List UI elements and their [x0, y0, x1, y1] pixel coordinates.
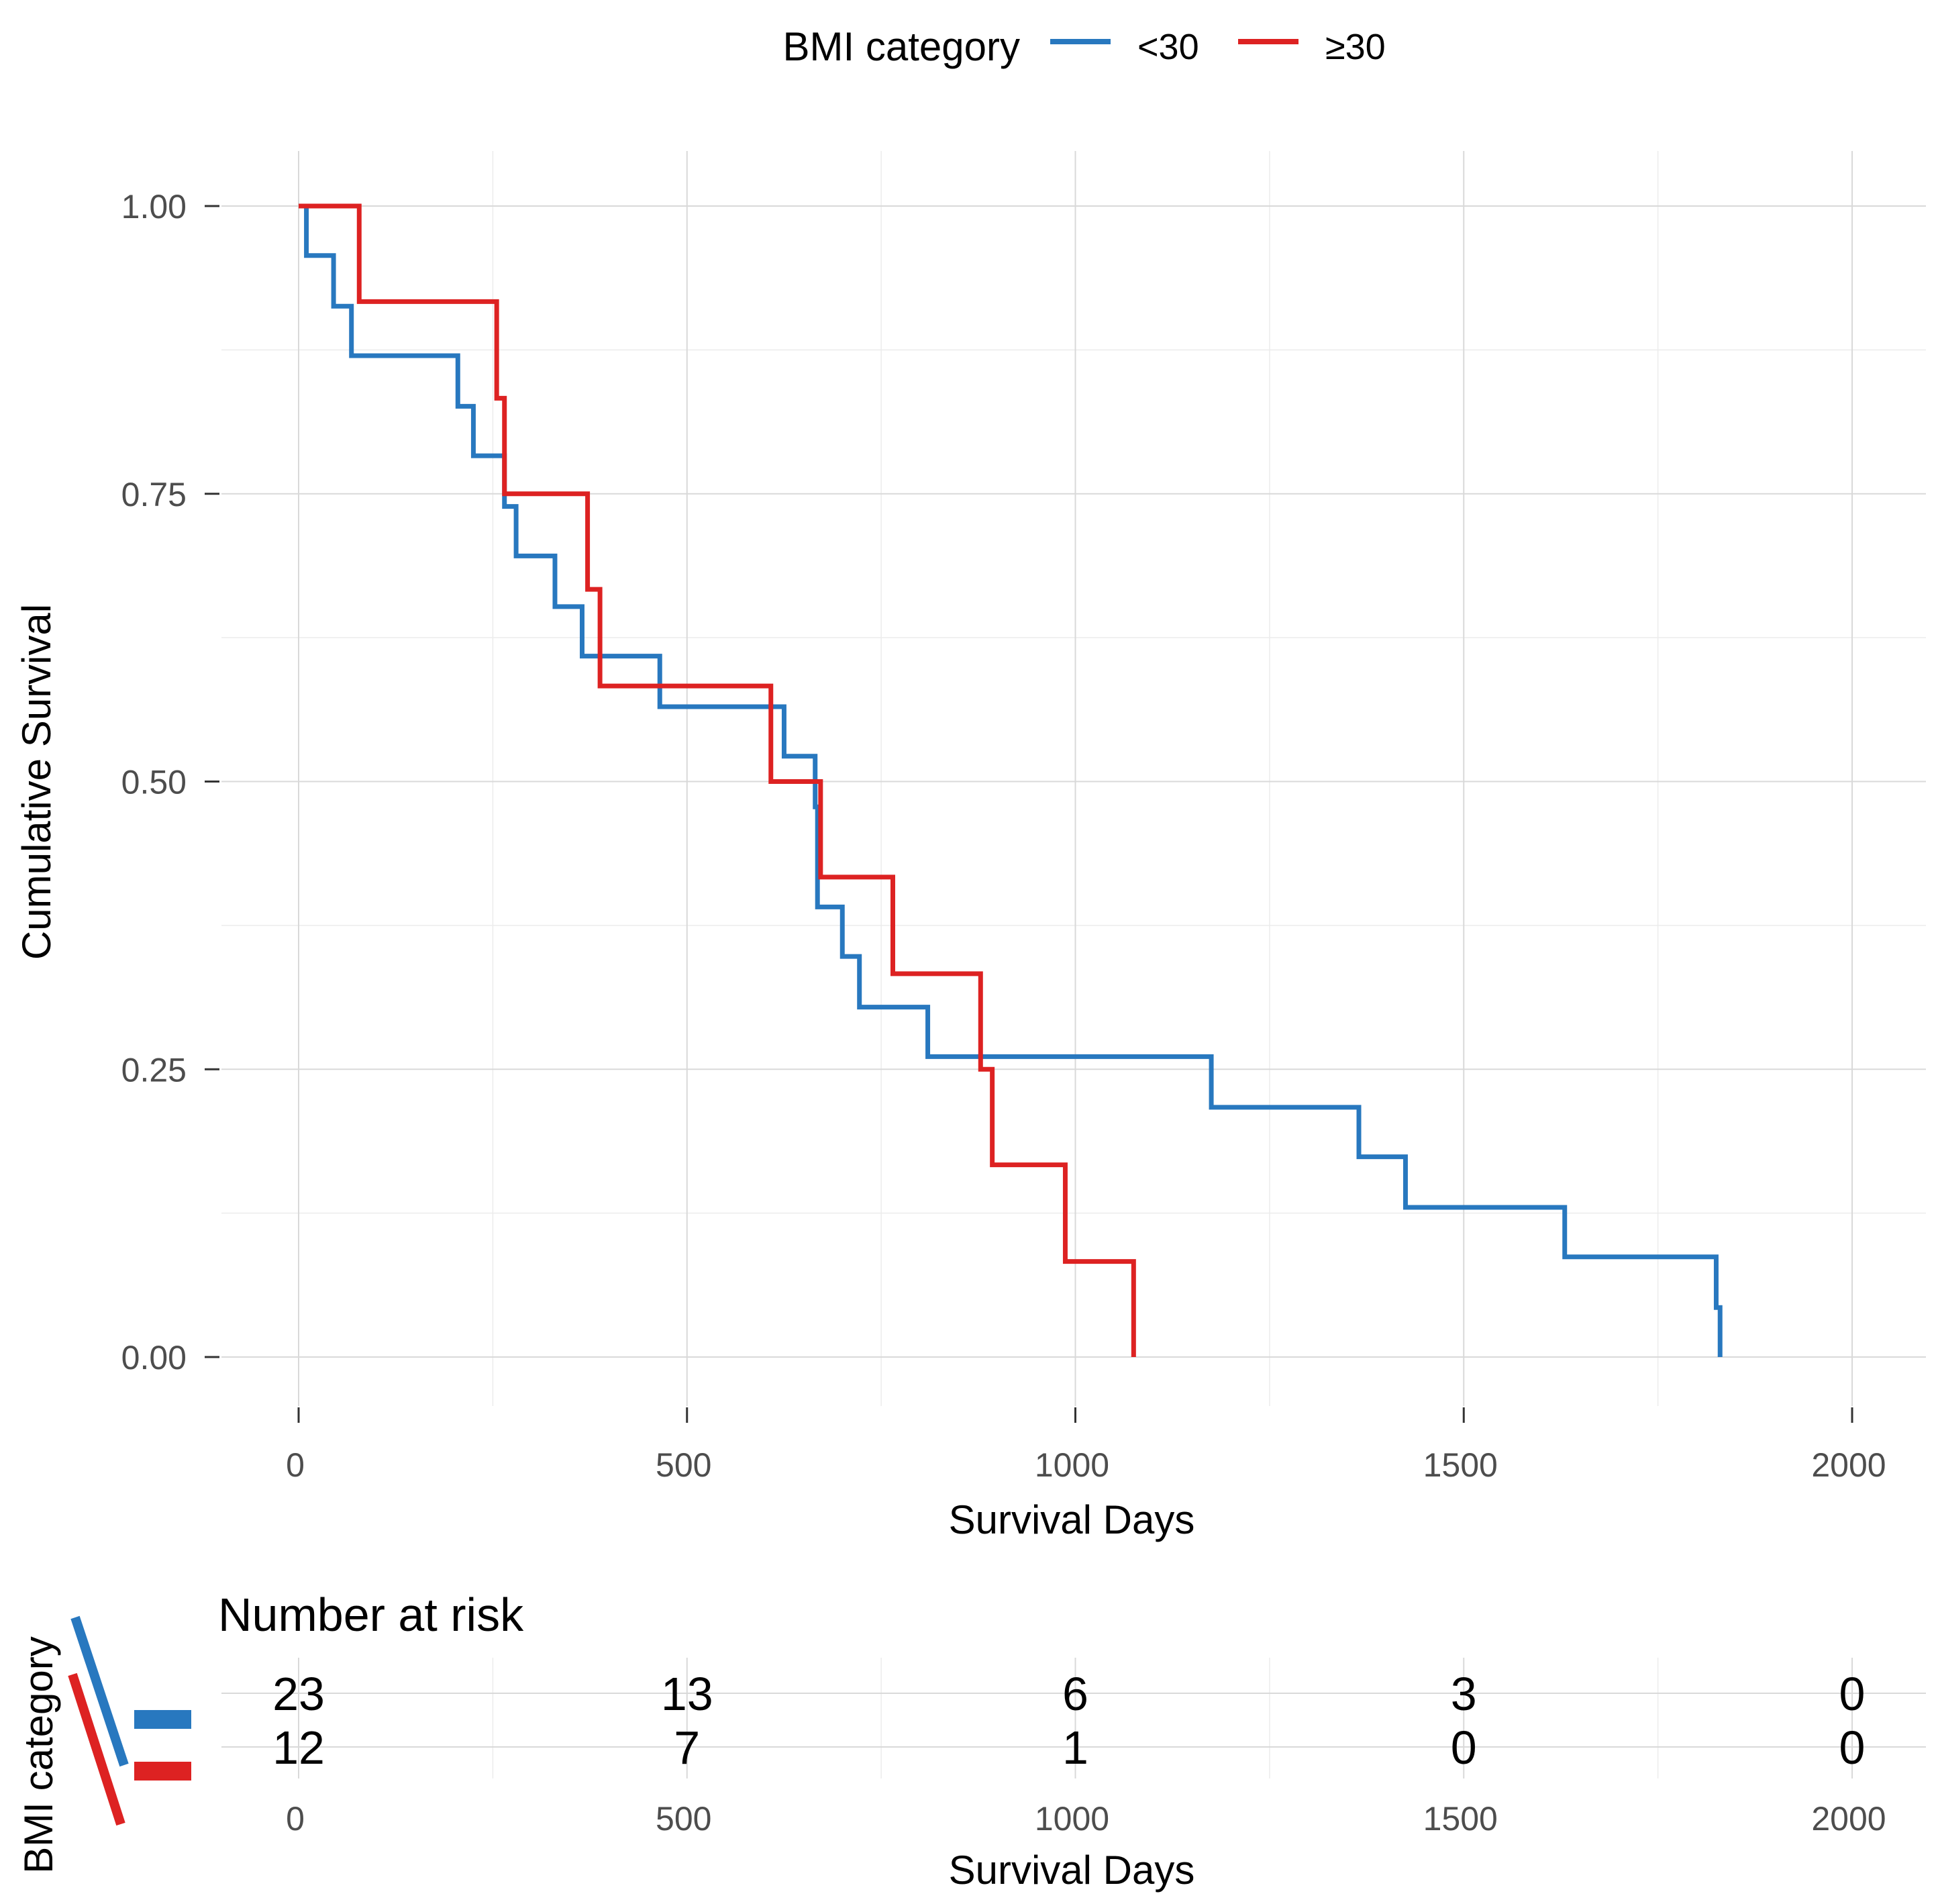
y-tick-label: 0.50 [121, 764, 187, 801]
risk-table-group-keys [68, 1615, 191, 1826]
risk-x-tick-label: 2000 [1811, 1800, 1886, 1838]
y-tick-label: 0.75 [121, 476, 187, 513]
risk-y-axis-title: BMI category [16, 1636, 61, 1873]
risk-cell: 12 [272, 1721, 325, 1774]
legend-label-lt30: <30 [1137, 27, 1199, 67]
risk-cell: 23 [272, 1668, 325, 1720]
risk-x-axis-title: Survival Days [949, 1848, 1195, 1893]
risk-key-bar-lt30 [134, 1710, 191, 1729]
x-tick-label: 2000 [1811, 1446, 1886, 1484]
y-tick-label: 0.00 [121, 1339, 187, 1376]
risk-table-x-ticks: 0 500 1000 1500 2000 [286, 1800, 1886, 1838]
main-series [299, 203, 1723, 1358]
risk-cell: 6 [1062, 1668, 1088, 1720]
risk-table-title: Number at risk [218, 1589, 524, 1641]
x-axis-title: Survival Days [949, 1497, 1195, 1542]
x-tick-label: 500 [656, 1446, 711, 1484]
x-tick-label: 1000 [1035, 1446, 1109, 1484]
legend-title: BMI category [783, 24, 1020, 69]
risk-key-slash-lt30 [70, 1615, 129, 1767]
risk-cell: 0 [1839, 1668, 1866, 1720]
legend-label-ge30: ≥30 [1325, 27, 1386, 67]
risk-cell: 0 [1839, 1721, 1866, 1774]
risk-x-tick-label: 0 [286, 1800, 305, 1838]
risk-key-bar-ge30 [134, 1762, 191, 1781]
risk-x-tick-label: 1500 [1423, 1800, 1498, 1838]
legend: BMI category <30 ≥30 [783, 24, 1386, 69]
risk-key-slash-ge30 [68, 1672, 125, 1826]
risk-cell: 3 [1451, 1668, 1477, 1720]
y-tick-label: 0.25 [121, 1051, 187, 1089]
main-axis-ticks: 0.00 0.25 0.50 0.75 1.00 0 500 1000 1500 2000 [121, 188, 1886, 1484]
risk-cell: 1 [1062, 1721, 1088, 1774]
main-gridlines [221, 151, 1926, 1406]
risk-cell: 13 [661, 1668, 713, 1720]
risk-table-gridlines [221, 1658, 1926, 1778]
risk-x-tick-label: 500 [656, 1800, 711, 1838]
risk-cell: 7 [674, 1721, 700, 1774]
y-axis-title: Cumulative Survival [14, 604, 59, 960]
risk-cell: 0 [1451, 1721, 1477, 1774]
risk-table-cells: 23 13 6 3 012 7 1 0 0 [272, 1668, 1865, 1774]
risk-x-tick-label: 1000 [1035, 1800, 1109, 1838]
y-tick-label: 1.00 [121, 188, 187, 226]
x-tick-label: 1500 [1423, 1446, 1498, 1484]
x-tick-label: 0 [286, 1446, 305, 1484]
